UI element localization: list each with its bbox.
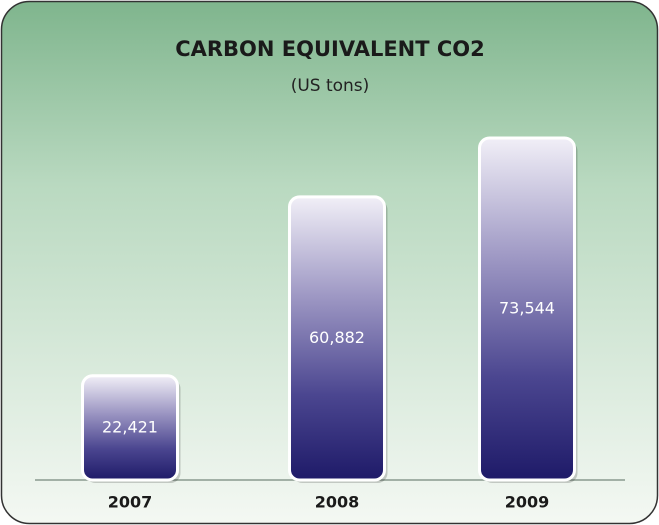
- value-label: 73,544: [499, 299, 555, 318]
- x-tick-label: 2009: [505, 493, 550, 512]
- x-tick-label: 2008: [315, 493, 360, 512]
- bar: [288, 195, 386, 482]
- chart-title: CARBON EQUIVALENT CO2: [175, 37, 485, 61]
- chart-subtitle: (US tons): [291, 76, 370, 96]
- bar: [478, 136, 576, 482]
- value-label: 60,882: [309, 328, 365, 347]
- bar: [81, 374, 179, 482]
- x-tick-label: 2007: [108, 493, 153, 512]
- value-label: 22,421: [102, 417, 158, 436]
